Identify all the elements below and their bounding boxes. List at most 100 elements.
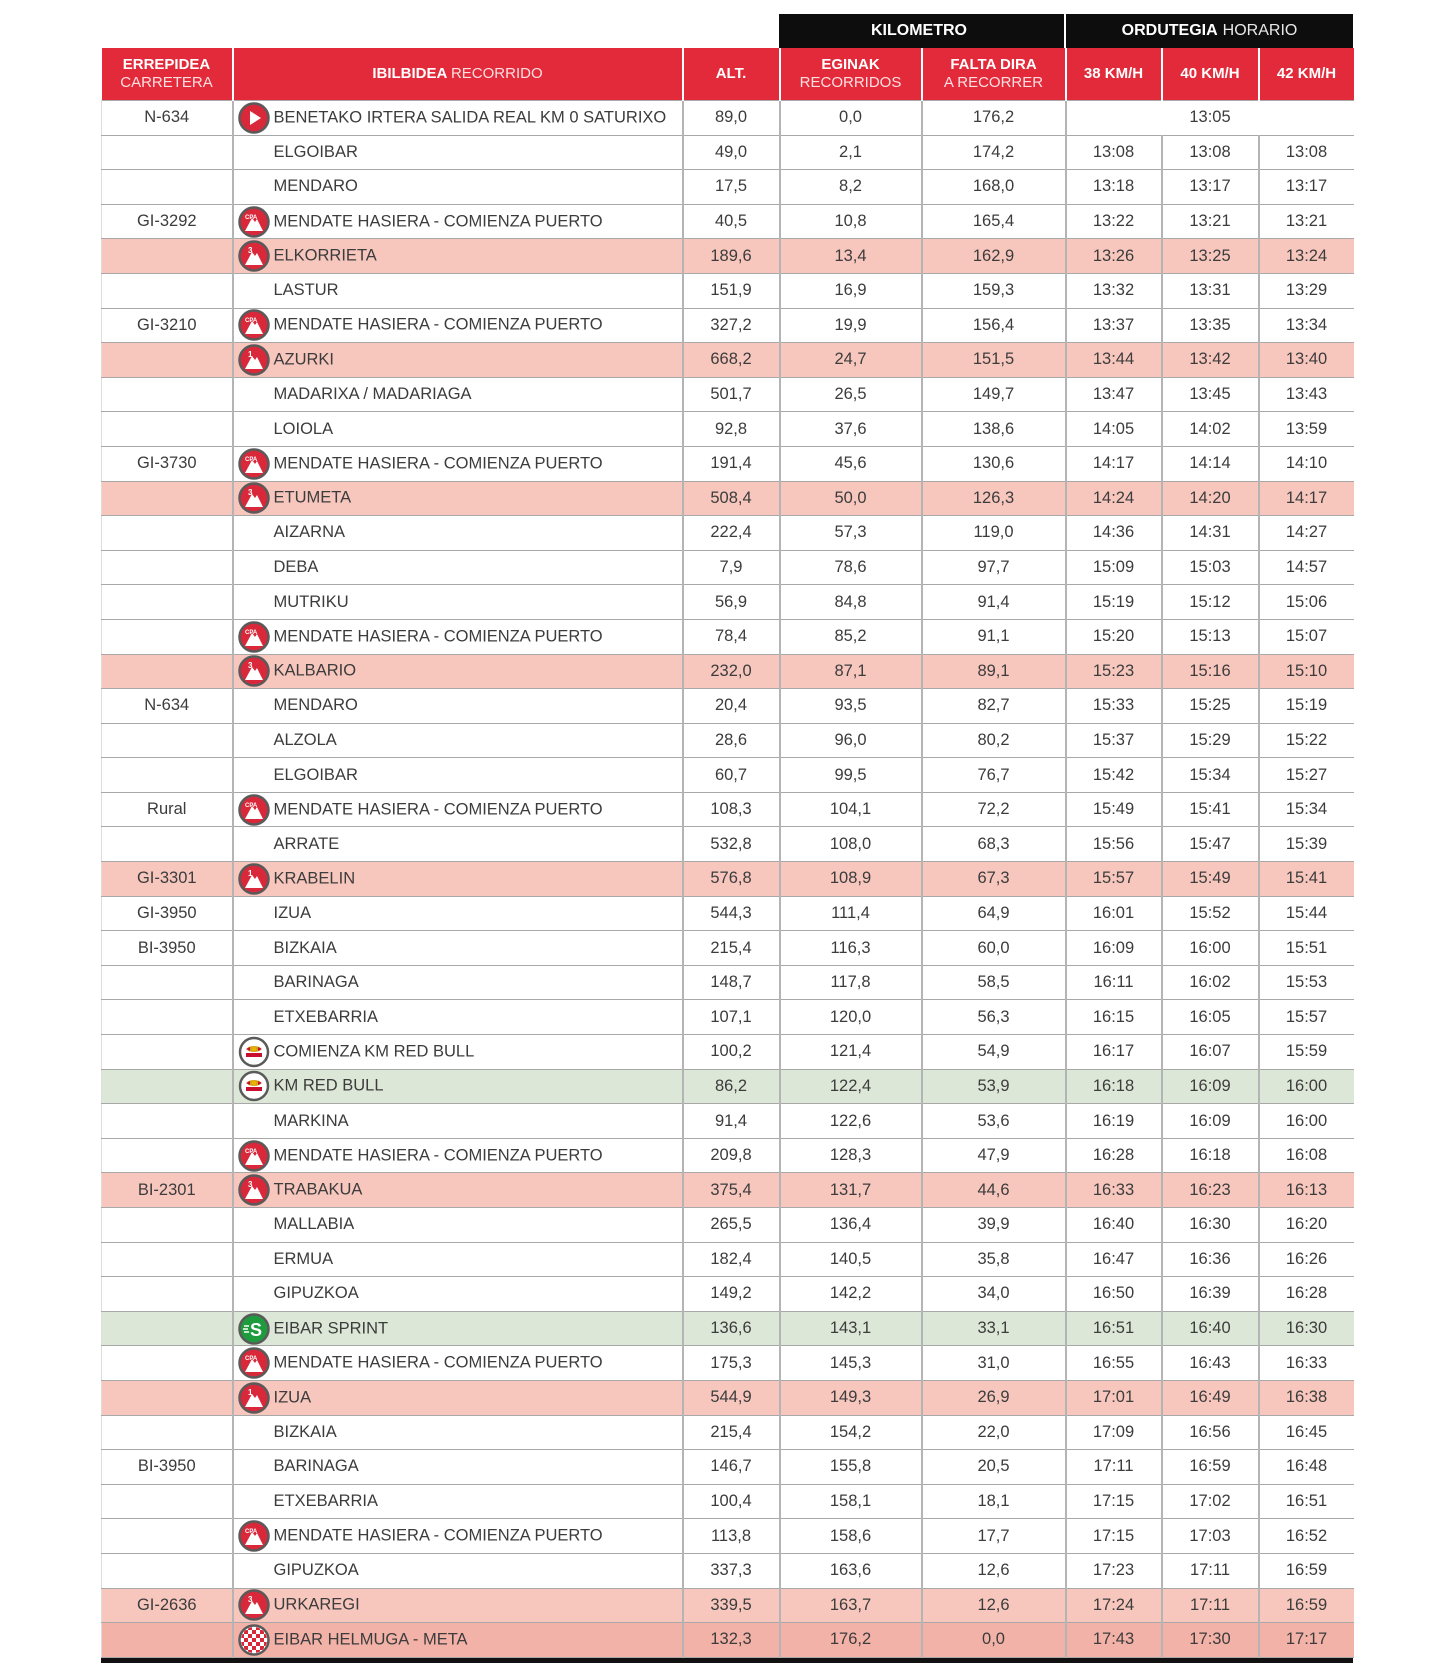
km-left-cell: 149,7 — [920, 376, 1066, 413]
table-row: GI-2636 3 URKAREGI 339,5 163,7 12,6 17:24 17:1… — [101, 1587, 1354, 1624]
km-left-cell: 53,9 — [920, 1068, 1066, 1105]
table-row: GI-3950 IZUA 544,3 111,4 64,9 16:01 15:52 15:44 — [101, 895, 1354, 932]
table-row: EIBAR HELMUGA - META 132,3 176,2 0,0 17:43 17… — [101, 1622, 1354, 1658]
time-40-cell: 17:02 — [1160, 1483, 1259, 1520]
ordutegia-label: ORDUTEGIA — [1121, 22, 1218, 39]
time-40-cell: 15:49 — [1160, 861, 1259, 897]
altitude-cell: 146,7 — [681, 1449, 780, 1485]
route-point-name: ELKORRIETA — [273, 246, 377, 265]
time-40-cell: 16:49 — [1160, 1379, 1259, 1416]
route-point-name: MENDATE HASIERA - COMIENZA PUERTO — [273, 1145, 603, 1164]
time-40-cell: 16:09 — [1160, 1068, 1259, 1105]
route-point-name: KM RED BULL — [273, 1076, 384, 1095]
svg-text:CPA: CPA — [245, 803, 258, 809]
km-left-cell: 18,1 — [920, 1483, 1066, 1520]
road-cell: GI-3210 — [101, 307, 233, 344]
time-38-cell: 16:01 — [1064, 895, 1162, 932]
road-cell — [101, 1034, 233, 1070]
table-row: 1 IZUA 544,9 149,3 26,9 17:01 16:49 16:38 — [101, 1379, 1354, 1416]
route-point-cell: MARKINA — [231, 1103, 683, 1139]
table-row: ELGOIBAR 60,7 99,5 76,7 15:42 15:34 15:27 — [101, 757, 1354, 793]
km-done-cell: 149,3 — [778, 1379, 922, 1416]
climb-category-3-icon: 3 — [237, 1589, 270, 1622]
km-left-cell: 47,9 — [920, 1137, 1066, 1174]
time-40-cell: 14:31 — [1160, 515, 1259, 551]
route-point-cell: EIBAR HELMUGA - META — [231, 1622, 683, 1658]
km-done-cell: 158,6 — [778, 1518, 922, 1554]
altitude-cell: 100,2 — [681, 1034, 780, 1070]
route-point-cell: 3 URKAREGI — [231, 1587, 683, 1624]
altitude-cell: 20,4 — [681, 688, 780, 724]
table-row: 3 ETUMETA 508,4 50,0 126,3 14:24 14:20 14:17 — [101, 480, 1354, 517]
kilometro-label: KILOMETRO — [871, 22, 967, 39]
route-point-name: COMIENZA KM RED BULL — [273, 1042, 475, 1061]
svg-text:3: 3 — [248, 488, 253, 497]
km-left-cell: 58,5 — [920, 964, 1066, 1001]
altitude-cell: 508,4 — [681, 480, 780, 517]
km-done-cell: 50,0 — [778, 480, 922, 517]
time-40-cell: 13:21 — [1160, 203, 1259, 240]
road-cell — [101, 653, 233, 690]
table-row: S EIBAR SPRINT 136,6 143,1 33,1 16:51 16:40 16:… — [101, 1310, 1354, 1347]
ordutegia-band: ORDUTEGIA HORARIO — [1066, 14, 1353, 48]
route-point-cell: AIZARNA — [231, 515, 683, 551]
table-row: DEBA 7,9 78,6 97,7 15:09 15:03 14:57 — [101, 549, 1354, 586]
km-left-cell: 151,5 — [920, 342, 1066, 378]
route-point-name: MENDATE HASIERA - COMIENZA PUERTO — [273, 627, 603, 646]
time-38-cell: 17:09 — [1064, 1414, 1162, 1451]
km-done-cell: 117,8 — [778, 964, 922, 1001]
altitude-cell: 28,6 — [681, 722, 780, 759]
km-done-cell: 140,5 — [778, 1241, 922, 1278]
time-40-cell: 16:05 — [1160, 999, 1259, 1036]
time-38-cell: 17:15 — [1064, 1518, 1162, 1554]
time-38-cell: 13:37 — [1064, 307, 1162, 344]
km-left-cell: 176,2 — [920, 100, 1066, 136]
time-38-cell: 16:15 — [1064, 999, 1162, 1036]
time-38-cell: 16:28 — [1064, 1137, 1162, 1174]
time-38-cell: 16:11 — [1064, 964, 1162, 1001]
climb-start-cpa-icon: CPA — [237, 309, 270, 342]
time-42-cell: 17:17 — [1257, 1622, 1354, 1658]
km-done-cell: 163,7 — [778, 1587, 922, 1624]
km-left-cell: 126,3 — [920, 480, 1066, 517]
time-42-cell: 16:59 — [1257, 1552, 1354, 1589]
horario-label: HORARIO — [1222, 22, 1298, 39]
km-done-cell: 128,3 — [778, 1137, 922, 1174]
time-40-cell: 13:25 — [1160, 238, 1259, 274]
route-point-name: BARINAGA — [273, 973, 359, 992]
time-38-cell: 15:23 — [1064, 653, 1162, 690]
km-left-cell: 162,9 — [920, 238, 1066, 274]
route-point-cell: ELGOIBAR — [231, 757, 683, 793]
time-38-cell: 15:42 — [1064, 757, 1162, 793]
time-40-cell: 14:20 — [1160, 480, 1259, 517]
table-row: ALZOLA 28,6 96,0 80,2 15:37 15:29 15:22 — [101, 722, 1354, 759]
time-40-cell: 13:17 — [1160, 169, 1259, 205]
route-point-cell: CPA MENDATE HASIERA - COMIENZA PUERTO — [231, 1137, 683, 1174]
route-point-name: GIPUZKOA — [273, 1561, 359, 1580]
time-38-cell: 16:19 — [1064, 1103, 1162, 1139]
time-38-cell: 13:32 — [1064, 272, 1162, 309]
altitude-cell: 17,5 — [681, 169, 780, 205]
time-38-cell: 17:01 — [1064, 1379, 1162, 1416]
route-point-name: DEBA — [273, 558, 319, 577]
timetable: ERREPIDEA CARRETERA IBILBIDEA RECORRIDO A… — [101, 48, 1354, 1658]
time-38-cell: 17:43 — [1064, 1622, 1162, 1658]
km-done-cell: 136,4 — [778, 1207, 922, 1243]
climb-category-3-icon: 3 — [237, 482, 270, 515]
route-point-cell: 1 AZURKI — [231, 342, 683, 378]
table-row: ARRATE 532,8 108,0 68,3 15:56 15:47 15:39 — [101, 826, 1354, 863]
time-38-cell: 15:19 — [1064, 584, 1162, 620]
km-left-cell: 56,3 — [920, 999, 1066, 1036]
table-row: LASTUR 151,9 16,9 159,3 13:32 13:31 13:29 — [101, 272, 1354, 309]
table-row: GI-3730 CPA MENDATE HASIERA - COMIENZA PU… — [101, 445, 1354, 482]
km-done-cell: 45,6 — [778, 445, 922, 482]
altitude-cell: 149,2 — [681, 1276, 780, 1312]
time-40-cell: 15:47 — [1160, 826, 1259, 863]
time-38-cell: 16:55 — [1064, 1345, 1162, 1381]
time-40-cell: 16:56 — [1160, 1414, 1259, 1451]
time-42-cell: 16:28 — [1257, 1276, 1354, 1312]
climb-start-cpa-icon: CPA — [237, 1139, 270, 1172]
time-40-cell: 13:42 — [1160, 342, 1259, 378]
km-left-cell: 54,9 — [920, 1034, 1066, 1070]
altitude-cell: 668,2 — [681, 342, 780, 378]
